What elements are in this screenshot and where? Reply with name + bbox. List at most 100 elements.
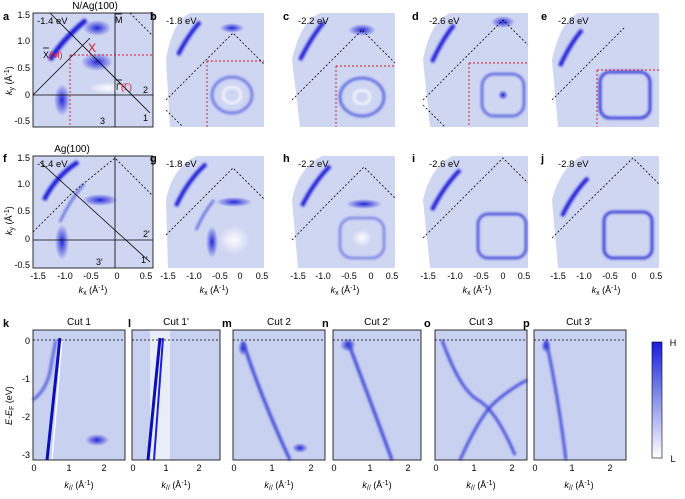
k-tick: 0: [331, 463, 336, 473]
panel-c: c -2.2 eV: [283, 11, 396, 127]
k-axis-l: 0 1 2 k// (Å-1): [130, 463, 201, 492]
band-feature: [153, 337, 164, 461]
k-axis-label: k// (Å-1): [362, 480, 391, 492]
m-bar-label: M: [115, 15, 123, 25]
band-feature: [352, 229, 372, 247]
e-tick: -1: [22, 374, 30, 384]
band-feature: [83, 20, 111, 36]
kx-tick: 0: [237, 271, 242, 281]
panel-n: n Cut 2': [322, 317, 422, 461]
energy-label: -1.8 eV: [166, 16, 197, 27]
band-feature: [220, 23, 244, 33]
band-feature: [292, 443, 308, 453]
energy-label: -1.4 eV: [37, 159, 68, 170]
energy-label: -2.2 eV: [298, 159, 329, 170]
panel-label: p: [523, 318, 530, 330]
colorbar-low-label: L: [670, 454, 675, 464]
row2-ky-axis: 1.5 1.0 0.5 0 -0.5 ky (Å-1): [4, 153, 30, 270]
kx-tick: -0.5: [341, 271, 357, 281]
energy-label: -1.8 eV: [166, 159, 197, 170]
k-tick: 2: [607, 463, 612, 473]
x-bar-label: X(M): [43, 50, 63, 60]
band-feature: [491, 16, 515, 28]
k-tick: 2: [101, 463, 106, 473]
panel-label: m: [222, 318, 232, 330]
panel-frame: [32, 12, 154, 128]
panel-label: f: [3, 153, 7, 165]
k-tick: 0: [31, 463, 36, 473]
e-tick: -3: [22, 450, 30, 460]
cut-title: Cut 1': [163, 317, 189, 328]
bz-dashed-edge: [291, 29, 396, 101]
kx-tick: -0.5: [602, 271, 618, 281]
k-tick: 1: [471, 463, 476, 473]
ky-tick: 0.5: [17, 206, 30, 216]
band-feature: [195, 199, 215, 231]
e-tick: 0: [25, 336, 30, 346]
row1-ky-axis: 1.5 1.0 0.5 0 -0.5 ky (Å-1): [4, 10, 30, 126]
panel-l: l Cut 1': [128, 317, 221, 461]
kx-tick: -1.0: [576, 271, 592, 281]
k-axis-label: k// (Å-1): [64, 480, 93, 492]
row2-kx-axes: -1.5 -1.0 -0.5 0 0.5 kx (Å-1) -1.5 -1.0 …: [30, 271, 662, 297]
kx-tick: -1.5: [550, 271, 566, 281]
k-tick: 0: [532, 463, 537, 473]
panel-frame: [533, 329, 627, 461]
panel-o: o Cut 3: [424, 317, 528, 461]
kx-axis-label: kx (Å-1): [79, 285, 108, 297]
bz-dashed-edge: [165, 167, 265, 236]
bz-dashed-edge: [165, 32, 265, 101]
colorbar-gradient: [651, 341, 663, 459]
panel-label: n: [322, 318, 329, 330]
kx-tick: 0.5: [650, 271, 663, 281]
band-feature: [45, 337, 62, 461]
bz-dashed-edge: [422, 104, 446, 128]
band-feature: [82, 194, 118, 206]
kx-tick: 0: [368, 271, 373, 281]
kx-tick: -1.5: [30, 271, 46, 281]
ky-tick: 0.5: [17, 63, 30, 73]
cut-line-1: [49, 12, 151, 114]
cut-background: [33, 330, 125, 460]
band-feature: [55, 224, 69, 260]
kx-tick: 0: [631, 271, 636, 281]
kx-tick: -1.5: [420, 271, 436, 281]
panel-label: e: [541, 11, 547, 23]
panel-e: e -2.8 eV: [541, 11, 659, 127]
panel-frame: [434, 329, 528, 461]
kx-axis-h: -1.5 -1.0 -0.5 0 0.5 kx (Å-1): [290, 271, 398, 297]
k-axis-k: 0 1 2 k// (Å-1): [31, 463, 106, 492]
cut-title: Cut 2: [267, 317, 291, 328]
band-feature: [458, 378, 528, 461]
map-background: [552, 156, 659, 268]
bz-dashed-edge: [551, 157, 660, 239]
row2-title: Ag(100): [54, 144, 90, 155]
colorbar: H L: [651, 338, 676, 464]
cut-number: 3: [100, 116, 105, 126]
band-feature: [216, 197, 252, 207]
kx-axis-i: -1.5 -1.0 -0.5 0 0.5 kx (Å-1): [420, 271, 530, 297]
cut-number: 1: [143, 113, 148, 123]
panel-label: a: [3, 11, 10, 23]
ky-tick: -0.5: [14, 116, 30, 126]
panel-j: j -2.8 eV: [540, 153, 660, 268]
cut-title: Cut 3: [469, 317, 493, 328]
kx-tick: 0.5: [256, 271, 269, 281]
panel-frame: [32, 155, 154, 269]
row1-panels: X M X(M) Γ(Γ) 2 1 3 a -1.4 eV b -: [3, 10, 659, 128]
cut-title: Cut 1: [67, 317, 91, 328]
cut-title: Cut 2': [364, 317, 390, 328]
bz-dashed-edge: [422, 19, 529, 101]
band-feature: [222, 86, 242, 104]
ky-axis-label: ky (Å-1): [4, 206, 16, 235]
cut-number: 2: [143, 85, 148, 95]
kx-axis-label: kx (Å-1): [200, 285, 229, 297]
panel-label: h: [283, 153, 290, 165]
panel-frame: [232, 329, 326, 461]
panel-frame: [32, 329, 126, 461]
kx-tick: -1.0: [186, 271, 202, 281]
cut-background: [435, 330, 527, 460]
kx-tick: 0.5: [518, 271, 531, 281]
k-tick: 2: [405, 463, 410, 473]
panel-h: h -2.2 eV: [283, 153, 396, 268]
